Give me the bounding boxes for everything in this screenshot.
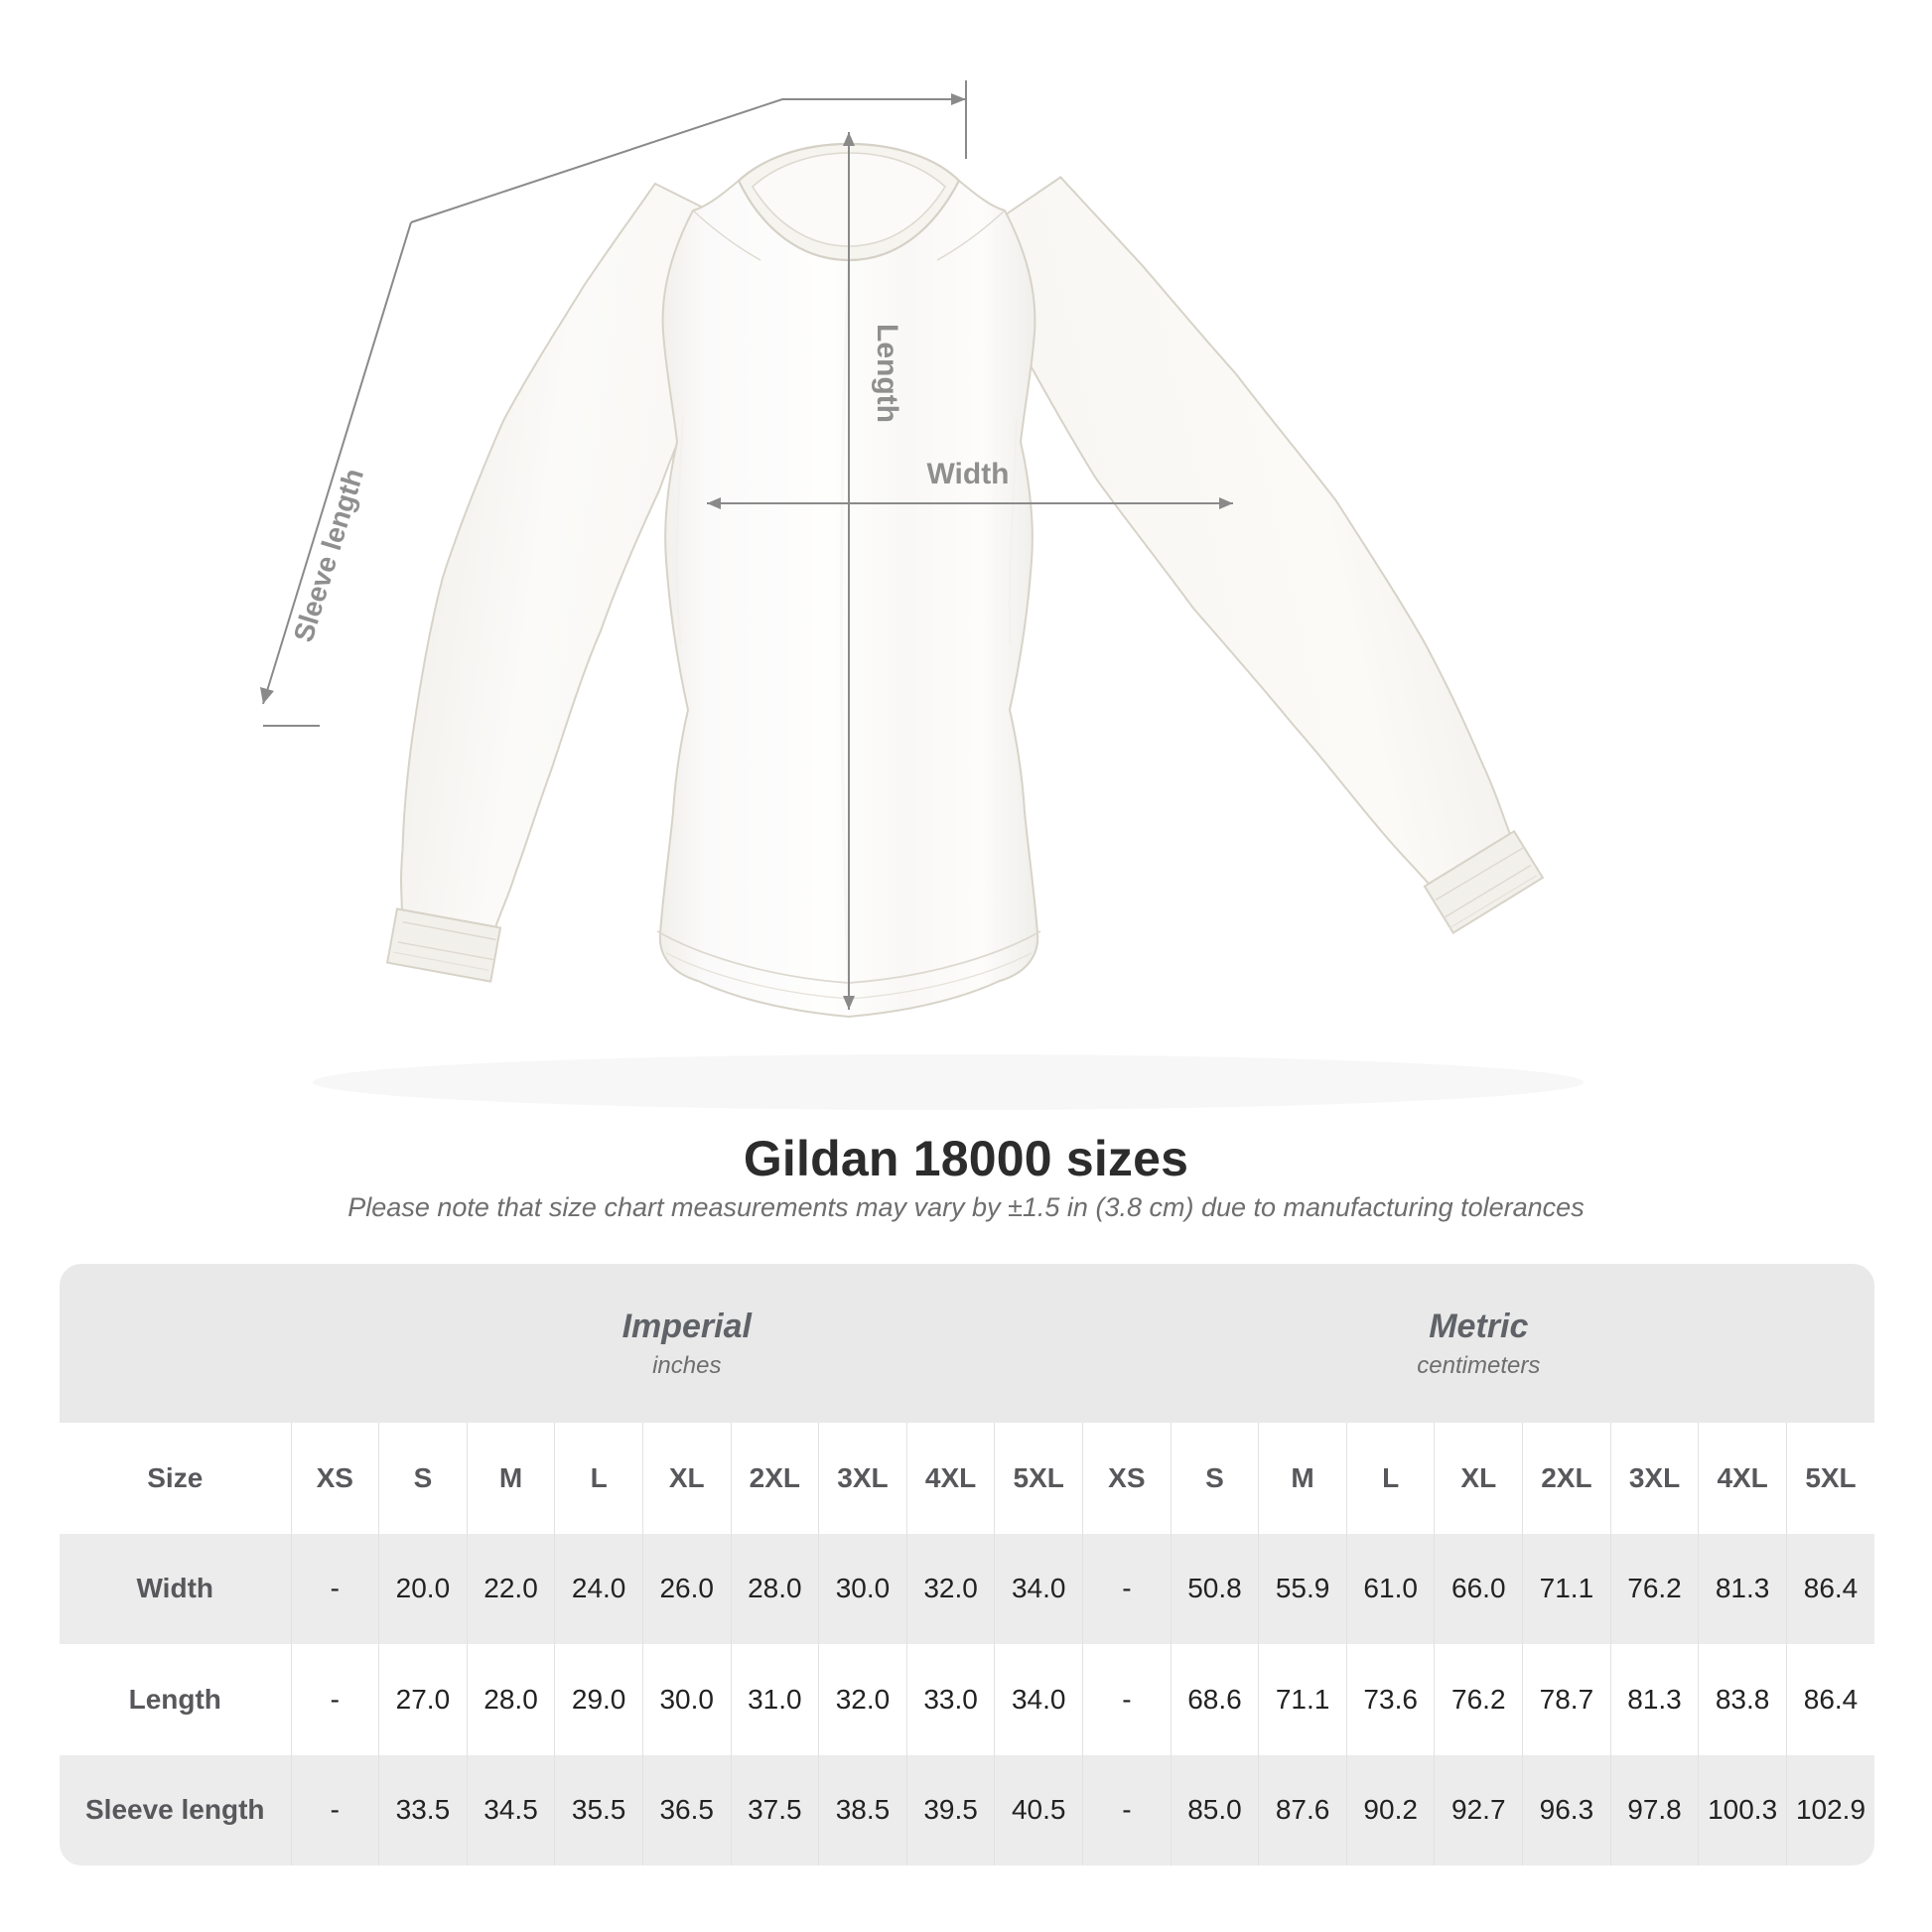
- svg-text:Width: Width: [926, 458, 1009, 490]
- svg-text:Length: Length: [871, 324, 903, 423]
